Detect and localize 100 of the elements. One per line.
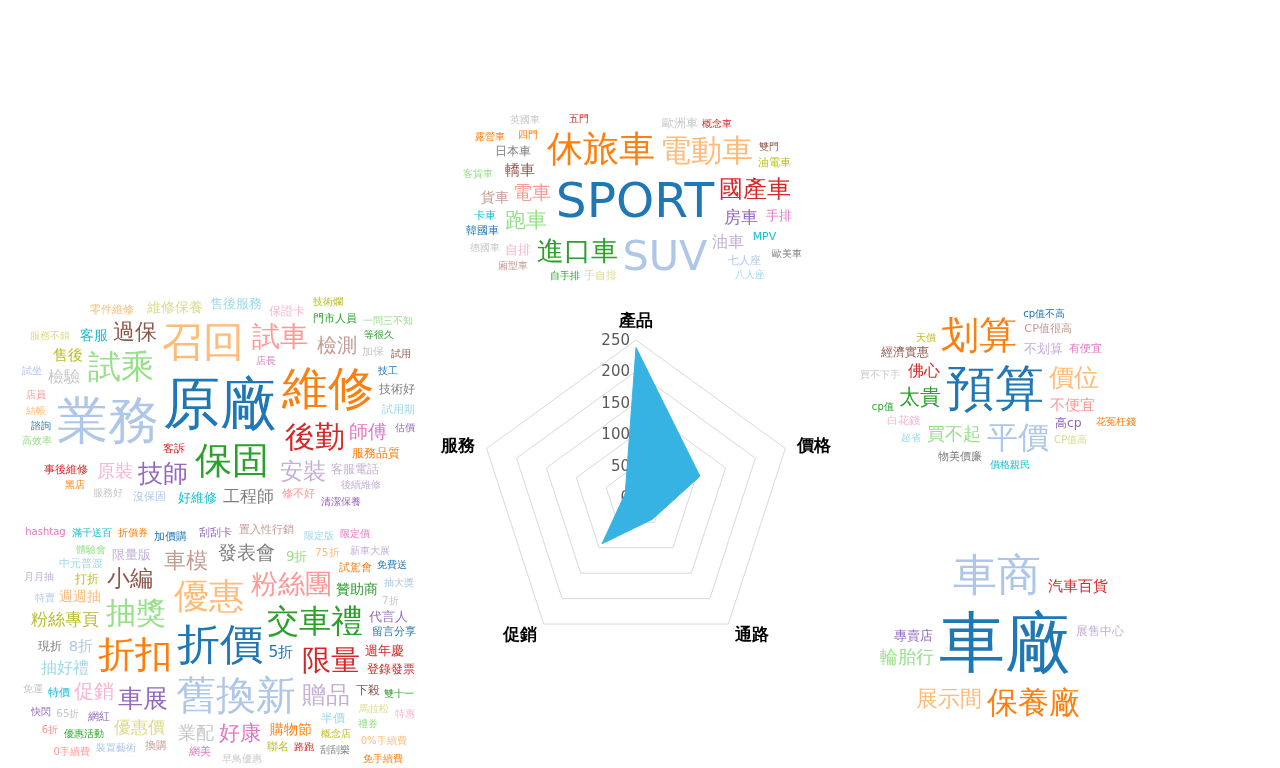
spoke-label: 產品 [618, 309, 653, 330]
category-label: CP值高 [1054, 434, 1088, 446]
category-label: 高cp [1054, 415, 1082, 431]
category-label: 客貨車 [463, 166, 494, 179]
category-label: 贈品 [301, 681, 350, 710]
category-label: 特惠 [394, 708, 415, 720]
category-label: 特賣 [34, 591, 55, 603]
category-label: 手排 [766, 207, 793, 223]
category-label: 服務品質 [351, 445, 400, 461]
category-label: 日本車 [495, 144, 532, 159]
category-label: 油電車 [758, 155, 792, 170]
category-label: 試用 [390, 348, 411, 360]
category-label: 韓國車 [465, 224, 499, 238]
category-label: 限定版 [304, 529, 335, 541]
category-label: 車商 [952, 549, 1041, 601]
category-label: 售後 [53, 345, 84, 364]
category-label: 促銷 [73, 680, 114, 704]
y-tick-label: 100 [601, 425, 630, 444]
category-label: 客服 [79, 326, 108, 343]
category-label: 快閃 [30, 706, 52, 718]
category-label: 限定價 [339, 528, 370, 540]
category-label: 車模 [163, 547, 208, 573]
category-label: 打折 [73, 571, 99, 586]
category-label: 下殺 [355, 682, 380, 697]
category-label: 師傅 [349, 421, 388, 443]
category-label: 自手排 [549, 269, 580, 282]
category-label: 折扣 [97, 633, 172, 677]
category-label: CP值很高 [1024, 321, 1072, 336]
category-label: 八人座 [734, 269, 765, 281]
category-label: 免費送 [376, 559, 407, 571]
y-tick-label: 250 [601, 331, 630, 349]
category-label: 8折 [68, 636, 94, 655]
category-label: 舊換新 [175, 671, 296, 718]
category-label: 客服電話 [331, 462, 380, 477]
category-label: 技師 [136, 457, 188, 488]
category-label: 四門 [518, 128, 539, 141]
category-label: 0手續費 [53, 746, 90, 758]
category-label: 價格親民 [989, 458, 1030, 470]
category-label: 體驗會 [75, 543, 106, 555]
category-label: 電車 [512, 180, 551, 204]
category-label: 新車大展 [350, 544, 391, 556]
category-label: 輪胎行 [880, 646, 935, 667]
category-label: 刮刮樂 [319, 744, 350, 756]
category-label: 廂型車 [498, 259, 529, 271]
category-label: 卡車 [474, 208, 497, 221]
category-label: 免手續費 [363, 752, 404, 764]
category-label: 5折 [268, 642, 294, 661]
category-label: 佛心 [907, 361, 940, 381]
category-label: 置入性行銷 [238, 523, 294, 536]
category-label: 物美價廉 [937, 449, 982, 462]
category-label: 高效率 [22, 435, 53, 447]
category-label: 網紅 [87, 708, 111, 723]
category-label: 抽大獎 [383, 577, 414, 588]
category-label: 技術爛 [312, 295, 344, 307]
category-label: 原裝 [96, 460, 133, 481]
category-label: 週年慶 [365, 643, 405, 659]
category-label: 油車 [712, 232, 745, 252]
category-label: 檢測 [317, 333, 358, 358]
category-label: 限量 [301, 643, 360, 678]
category-label: 經濟實惠 [880, 344, 930, 359]
category-label: 抽好禮 [41, 657, 90, 677]
category-label: 禮券 [358, 717, 379, 729]
category-label: 諮詢 [30, 419, 51, 432]
category-label: 試車 [252, 319, 309, 353]
category-label: 事後維修 [43, 462, 88, 476]
category-label: 店員 [26, 388, 47, 400]
category-label: 門市人員 [312, 312, 357, 326]
category-label: hashtag [25, 526, 66, 538]
category-label: 加價購 [153, 530, 187, 544]
category-label: 試用期 [381, 402, 415, 416]
category-label: 歐美車 [771, 248, 802, 260]
category-label: 車廠 [939, 603, 1071, 681]
category-label: MPV [752, 230, 777, 244]
category-label: 優惠 [173, 575, 244, 616]
category-label: 跑車 [505, 207, 548, 233]
category-label: 維修保養 [145, 299, 203, 316]
category-label: 好維修 [178, 490, 218, 506]
category-label: 貨車 [480, 188, 509, 205]
y-tick-label: 150 [601, 393, 630, 412]
category-label: 召回 [161, 318, 244, 367]
category-label: 6折 [41, 723, 59, 735]
category-label: 黑店 [65, 478, 86, 490]
category-label: 露營車 [475, 130, 506, 142]
category-label: 有便宜 [1068, 341, 1102, 355]
category-label: 不划算 [1023, 341, 1063, 357]
category-label: SUV [622, 231, 708, 280]
category-label: 電動車 [660, 132, 754, 169]
category-label: 試坐 [22, 365, 43, 377]
category-label: 月月抽 [23, 571, 54, 583]
category-label: 9折 [285, 548, 308, 564]
category-label: 折價 [177, 619, 263, 669]
category-label: 技術好 [377, 382, 415, 397]
category-label: 裝置藝術 [96, 742, 137, 754]
spoke-label: 通路 [734, 623, 770, 644]
category-label: 業務 [56, 390, 159, 450]
category-label: 馬拉松 [357, 702, 389, 715]
category-label: 買不起 [926, 423, 981, 445]
category-label: 後續維修 [340, 478, 381, 491]
category-label: 價位 [1048, 362, 1099, 393]
category-label: 抽獎 [106, 594, 167, 630]
